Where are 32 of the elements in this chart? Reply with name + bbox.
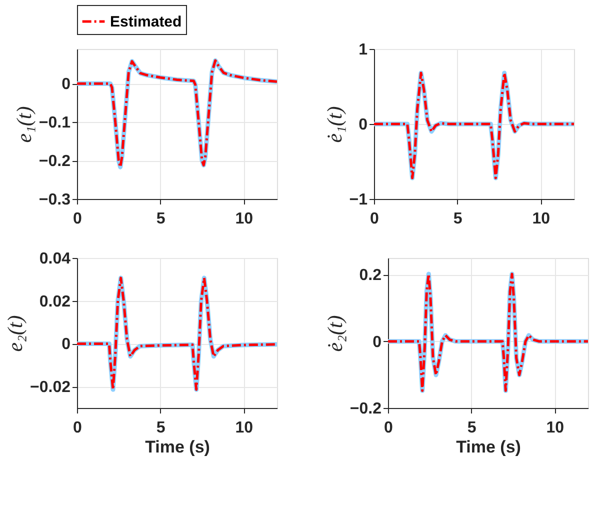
y-tick-label: 0 — [358, 116, 368, 134]
y-tick-label: 0.2 — [359, 267, 382, 284]
y-tick-label: 0.02 — [39, 293, 71, 310]
x-tick-label: 10 — [546, 420, 564, 436]
x-axis-title: Time (s) — [145, 438, 210, 456]
x-tick-label: 0 — [73, 420, 82, 436]
y-axis-title: ė₁(t) — [322, 106, 346, 143]
y-tick-label: −1 — [349, 192, 368, 208]
x-tick-label: 10 — [532, 210, 550, 228]
y-tick-label: −0.3 — [38, 192, 71, 208]
y-tick-label: 1 — [358, 42, 368, 58]
y-tick-label: 0.04 — [39, 250, 71, 268]
x-tick-label: 5 — [453, 210, 462, 228]
y-tick-label: −0.2 — [350, 400, 382, 418]
y-axis-title: ė₂(t) — [322, 315, 347, 352]
x-tick-label: 10 — [235, 420, 254, 436]
x-axis-title: Time (s) — [456, 438, 521, 456]
y-tick-label: −0.02 — [30, 379, 71, 396]
legend-label: Estimated — [110, 14, 182, 30]
x-tick-label: 5 — [467, 420, 476, 436]
x-tick-label: 0 — [73, 210, 82, 228]
y-tick-label: −0.1 — [38, 114, 71, 132]
y-tick-label: 0 — [62, 76, 71, 94]
y-tick-label: 0 — [372, 334, 382, 351]
y-axis-title: e₁(t) — [12, 106, 36, 143]
y-tick-label: −0.2 — [38, 153, 71, 170]
x-tick-label: 10 — [235, 210, 254, 228]
x-tick-label: 5 — [156, 420, 166, 436]
x-tick-label: 5 — [156, 210, 166, 228]
x-tick-label: 0 — [384, 420, 394, 436]
y-axis-title: e₂(t) — [3, 315, 28, 352]
y-tick-label: 0 — [62, 336, 71, 354]
